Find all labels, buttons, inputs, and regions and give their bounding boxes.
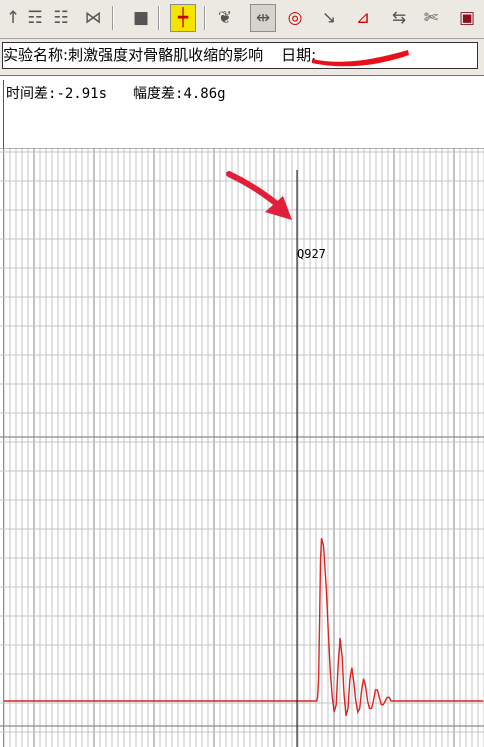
stimulate-button[interactable]: ☶ [22,4,48,32]
stimulate-icon: ☶ [27,8,43,28]
amp-diff-value: 4.86g [183,86,226,102]
peak-icon: ⊿ [355,8,371,28]
align-button[interactable]: ⇆ [386,4,412,32]
turtle-button[interactable]: ❦ [212,4,238,32]
experiment-label: 实验名称: [3,46,69,64]
cut-button[interactable]: ✄ [418,4,444,32]
marker-label: Q927 [297,247,326,261]
cut-icon: ✄ [423,8,439,28]
experiment-bar: 实验名称:刺激强度对骨骼肌收缩的影响 日期: [0,39,484,76]
experiment-name-field[interactable]: 实验名称:刺激强度对骨骼肌收缩的影响 日期: [2,42,478,69]
gray-block-button[interactable]: ■ [128,4,154,32]
crosshair-button[interactable]: ┿ [170,4,196,32]
measure-icon: ⇹ [255,8,271,28]
turtle-icon: ❦ [217,8,233,28]
crosshair-icon: ┿ [177,8,189,28]
redaction-mark [312,49,410,66]
annotation-arrow [226,171,292,220]
scissors-pair-icon: ⋈ [84,8,102,28]
trace-line [4,538,484,716]
gray-block-icon: ■ [132,8,150,28]
arrow-up-button[interactable]: ↑ [0,4,26,32]
target-button[interactable]: ◎ [282,4,308,32]
arrow-up-icon: ↑ [5,8,21,28]
time-diff-value: -2.91s [56,86,108,102]
measurement-readout: 时间差:-2.91s 幅度差:4.86g [6,79,476,109]
toolbar: ↑ ☶ ☷ ⋈ ■ ┿ ❦ ⇹ ◎ ↘ ⊿ ⇆ ✄ ▣ [0,0,484,39]
scissors-pair-button[interactable]: ⋈ [80,4,106,32]
experiment-name: 刺激强度对骨骼肌收缩的影响 [68,46,264,64]
slope-icon: ↘ [321,8,337,28]
toolbar-separator [204,6,206,30]
toolbar-separator [112,6,114,30]
peak-button[interactable]: ⊿ [350,4,376,32]
amp-diff-label: 幅度差: [133,86,184,102]
chart-grid [0,148,484,747]
align-icon: ⇆ [391,8,407,28]
stack-button[interactable]: ☷ [48,4,74,32]
slope-button[interactable]: ↘ [316,4,342,32]
stack-icon: ☷ [53,8,69,28]
time-diff-label: 时间差: [6,86,57,102]
waveform-chart[interactable]: Q927 [0,148,484,747]
toolbar-separator [158,6,160,30]
measure-button[interactable]: ⇹ [250,4,276,32]
target-icon: ◎ [287,8,303,28]
book-button[interactable]: ▣ [454,4,480,32]
book-icon: ▣ [458,8,476,28]
trace-series [4,538,484,716]
date-label: 日期: [281,46,317,64]
